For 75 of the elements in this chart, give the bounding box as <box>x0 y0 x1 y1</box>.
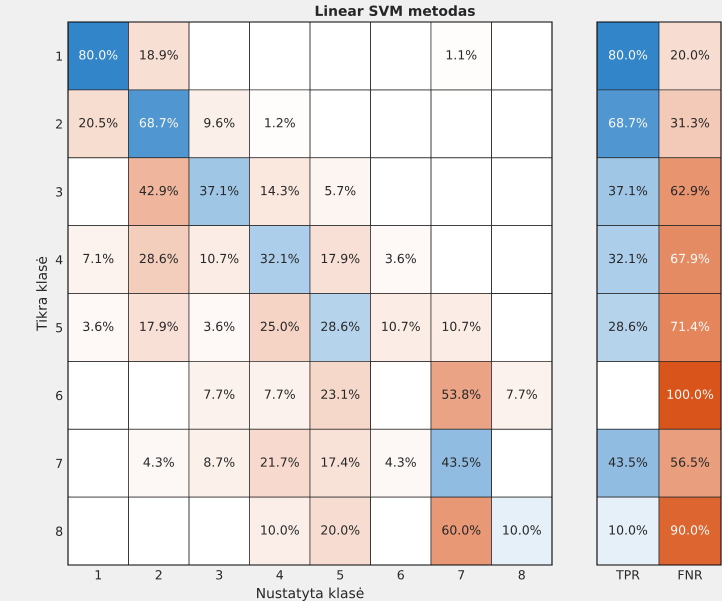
data-label: 20.5% <box>79 118 118 128</box>
x-tick-label: FNR <box>678 570 702 580</box>
data-label: 9.6% <box>204 118 234 128</box>
x-tick-label: 4 <box>276 570 284 580</box>
data-label: 20.0% <box>671 50 710 60</box>
x-tick-label: TPR <box>616 570 640 580</box>
data-label: 90.0% <box>670 525 710 535</box>
data-label: 1.2% <box>265 118 295 128</box>
data-label: 5.7% <box>325 186 356 196</box>
data-label: 53.8% <box>442 389 480 399</box>
data-label: 68.7% <box>140 118 178 128</box>
data-label: 60.0% <box>442 525 480 535</box>
y-tick-label: 7 <box>56 458 62 468</box>
y-axis-title: Tikra klasė <box>36 256 47 331</box>
data-label: 3.6% <box>83 322 114 332</box>
y-tick-label: 3 <box>56 187 62 197</box>
data-label: 62.9% <box>671 186 710 196</box>
x-tick-label: 6 <box>398 570 404 580</box>
data-label: 43.5% <box>608 457 648 467</box>
chart-title: Linear SVM metodas <box>316 5 475 16</box>
y-tick-label: 4 <box>56 255 62 264</box>
x-tick-label: 2 <box>156 570 162 580</box>
data-label: 42.9% <box>140 186 178 196</box>
data-label: 31.3% <box>671 118 710 128</box>
data-label: 67.9% <box>671 254 710 264</box>
data-label: 10.7% <box>442 322 480 332</box>
data-label: 71.4% <box>671 322 710 332</box>
data-label: 10.0% <box>261 525 299 535</box>
y-tick-label: 5 <box>56 323 62 332</box>
data-label: 1.1% <box>446 50 476 60</box>
data-label: 17.4% <box>322 457 360 467</box>
data-label: 25.0% <box>260 322 299 332</box>
data-label: 20.0% <box>321 525 360 535</box>
x-tick-label: 7 <box>458 570 464 580</box>
data-label: 10.0% <box>503 525 541 535</box>
data-label: 4.3% <box>143 457 174 467</box>
data-label: 3.6% <box>386 254 416 264</box>
data-label: 28.6% <box>609 322 648 332</box>
data-label: 32.1% <box>609 254 648 264</box>
x-tick-label: 3 <box>216 570 222 580</box>
y-tick-label: 2 <box>56 119 62 129</box>
data-label: 43.5% <box>442 457 480 467</box>
x-tick-label: 1 <box>96 570 102 580</box>
data-label: 21.7% <box>260 457 299 467</box>
data-label: 37.1% <box>200 186 238 196</box>
data-label: 14.3% <box>261 186 299 196</box>
y-tick-label: 1 <box>56 52 62 61</box>
data-label: 8.7% <box>204 457 234 467</box>
data-label: 23.1% <box>321 389 360 399</box>
data-label: 80.0% <box>608 50 648 60</box>
y-tick-label: 8 <box>56 526 62 536</box>
x-axis-title: Nustatyta klasė <box>257 588 364 601</box>
data-label: 28.6% <box>140 254 178 264</box>
data-label: 100.0% <box>668 389 714 399</box>
data-label: 68.7% <box>609 118 648 128</box>
data-label: 10.7% <box>382 322 420 332</box>
data-label: 28.6% <box>321 322 360 332</box>
data-label: 3.6% <box>204 322 234 332</box>
data-label: 4.3% <box>385 457 416 467</box>
x-tick-label: 5 <box>337 570 344 580</box>
data-label: 32.1% <box>260 254 299 264</box>
data-label: 7.7% <box>506 389 537 399</box>
data-label: 7.7% <box>264 389 295 399</box>
data-label: 10.0% <box>610 525 648 535</box>
data-label: 10.7% <box>200 254 238 264</box>
data-label: 7.7% <box>204 389 234 399</box>
data-label: 7.1% <box>83 254 114 264</box>
y-tick-label: 6 <box>56 390 62 400</box>
data-label: 17.9% <box>140 322 178 332</box>
x-tick-label: 8 <box>518 570 525 580</box>
data-label: 17.9% <box>322 254 360 264</box>
data-label: 37.1% <box>609 186 648 196</box>
data-label: 18.9% <box>140 50 178 60</box>
data-label: 80.0% <box>79 50 118 60</box>
data-label: 56.5% <box>671 457 710 467</box>
